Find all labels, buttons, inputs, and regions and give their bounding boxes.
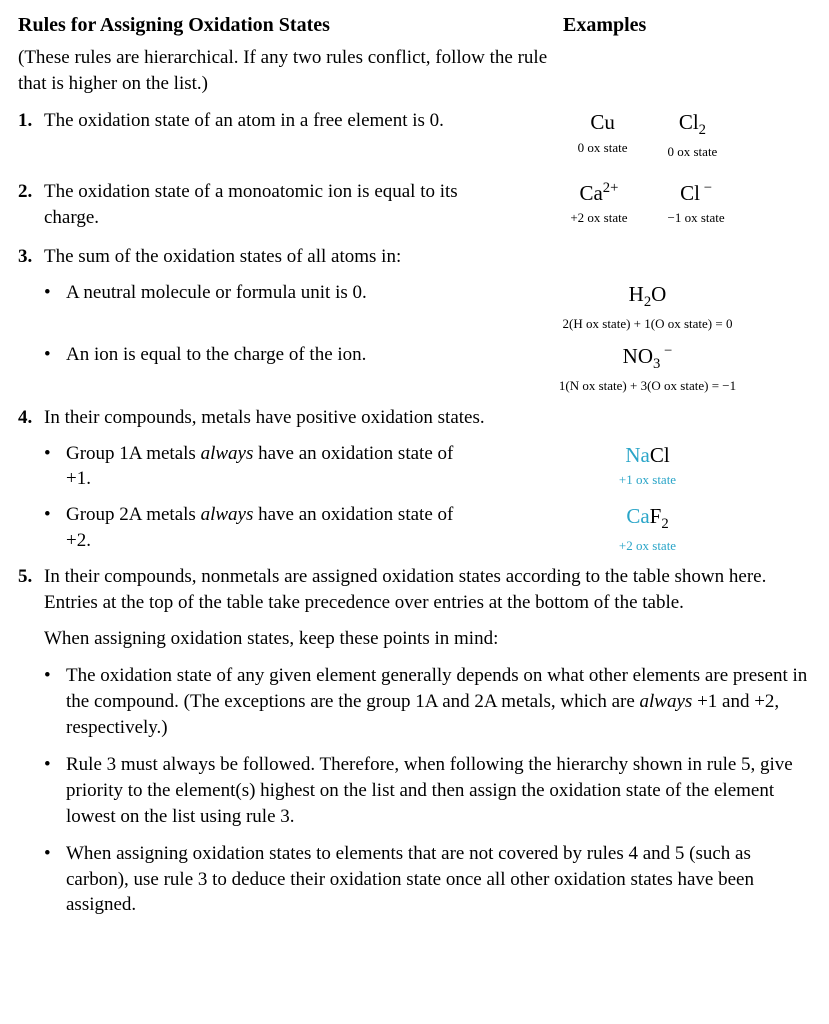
- state-cl2: 0 ox state: [668, 143, 718, 161]
- preamble: (These rules are hierarchical. If any tw…: [18, 45, 558, 96]
- formula-cu: Cu: [578, 108, 628, 136]
- state-ca2plus: +2 ox state: [570, 209, 627, 227]
- eq-no3: 1(N ox state) + 3(O ox state) = −1: [484, 377, 811, 395]
- rule-4-number: 4.: [18, 405, 44, 431]
- rule-1-example: Cu 0 ox state Cl2 0 ox state: [484, 108, 811, 161]
- rule-2-number: 2.: [18, 179, 44, 230]
- bullet-icon: •: [44, 280, 66, 333]
- rule-4-sub2-text: Group 2A metals always have an oxidation…: [66, 502, 484, 555]
- formula-cl-part: Cl: [650, 443, 670, 467]
- rule-5-text: In their compounds, nonmetals are assign…: [44, 564, 811, 615]
- bullet-icon: •: [44, 752, 66, 829]
- heading-examples: Examples: [563, 12, 646, 39]
- rule-4-sub1-text: Group 1A metals always have an oxidation…: [66, 441, 484, 492]
- rule-2-text: The oxidation state of a monoatomic ion …: [44, 179, 484, 230]
- rule-1: 1. The oxidation state of an atom in a f…: [18, 108, 811, 161]
- formula-ca-part: Ca: [626, 504, 649, 528]
- state-cu: 0 ox state: [578, 139, 628, 157]
- formula-h2o: H2O: [484, 280, 811, 313]
- eq-h2o: 2(H ox state) + 1(O ox state) = 0: [484, 315, 811, 333]
- rule-4-sub1-em: always: [201, 443, 254, 464]
- rule-2-ex-cl: Cl − −1 ox state: [668, 179, 725, 227]
- point-3: • When assigning oxidation states to ele…: [44, 841, 811, 918]
- bullet-icon: •: [44, 663, 66, 740]
- formula-no3: NO3 −: [484, 342, 811, 375]
- rule-3-text: The sum of the oxidation states of all a…: [44, 244, 811, 270]
- rule-2-ex-ca: Ca2+ +2 ox state: [570, 179, 627, 227]
- rule-4-sub1-pre: Group 1A metals: [66, 443, 201, 464]
- point-2-text: Rule 3 must always be followed. Therefor…: [66, 752, 811, 829]
- point-2: • Rule 3 must always be followed. Theref…: [44, 752, 811, 829]
- header-row: Rules for Assigning Oxidation States Exa…: [18, 12, 811, 39]
- rule-3-sub2-example: NO3 − 1(N ox state) + 3(O ox state) = −1: [484, 342, 811, 395]
- rule-2: 2. The oxidation state of a monoatomic i…: [18, 179, 811, 230]
- rule-5: 5. In their compounds, nonmetals are ass…: [18, 564, 811, 615]
- rule-1-ex-cl2: Cl2 0 ox state: [668, 108, 718, 161]
- rule-3-sub2: • An ion is equal to the charge of the i…: [44, 342, 811, 395]
- formula-ca2plus: Ca2+: [570, 179, 627, 207]
- rule-4-sub2-pre: Group 2A metals: [66, 504, 201, 525]
- rule-1-number: 1.: [18, 108, 44, 161]
- state-nacl: +1 ox state: [484, 471, 811, 489]
- rule-4-sub1-example: NaCl +1 ox state: [484, 441, 811, 492]
- point-3-text: When assigning oxidation states to eleme…: [66, 841, 811, 918]
- rule-4-sub2: • Group 2A metals always have an oxidati…: [44, 502, 811, 555]
- rule-4: 4. In their compounds, metals have posit…: [18, 405, 811, 431]
- formula-nacl: NaCl: [484, 441, 811, 469]
- rule-1-text: The oxidation state of an atom in a free…: [44, 108, 484, 161]
- formula-f2-part: F2: [650, 504, 669, 528]
- point-1: • The oxidation state of any given eleme…: [44, 663, 811, 740]
- rule-4-sub2-em: always: [201, 504, 254, 525]
- formula-cl2: Cl2: [668, 108, 718, 141]
- rule-5-intro: When assigning oxidation states, keep th…: [44, 626, 811, 652]
- rule-3-sub1-example: H2O 2(H ox state) + 1(O ox state) = 0: [484, 280, 811, 333]
- bullet-icon: •: [44, 441, 66, 492]
- rule-4-sub1: • Group 1A metals always have an oxidati…: [44, 441, 811, 492]
- rule-3-sub1: • A neutral molecule or formula unit is …: [44, 280, 811, 333]
- formula-caf2: CaF2: [484, 502, 811, 535]
- state-clminus: −1 ox state: [668, 209, 725, 227]
- state-caf2: +2 ox state: [484, 537, 811, 555]
- rule-4-text: In their compounds, metals have positive…: [44, 405, 811, 431]
- point-1-em: always: [640, 691, 693, 712]
- point-1-text: The oxidation state of any given element…: [66, 663, 811, 740]
- rule-3-sub1-text: A neutral molecule or formula unit is 0.: [66, 280, 484, 333]
- bullet-icon: •: [44, 841, 66, 918]
- rule-1-ex-cu: Cu 0 ox state: [578, 108, 628, 161]
- heading-rules: Rules for Assigning Oxidation States: [18, 12, 563, 39]
- formula-na: Na: [625, 443, 650, 467]
- rule-3: 3. The sum of the oxidation states of al…: [18, 244, 811, 270]
- formula-clminus: Cl −: [668, 179, 725, 207]
- rule-5-number: 5.: [18, 564, 44, 615]
- rule-3-number: 3.: [18, 244, 44, 270]
- rule-4-sub2-example: CaF2 +2 ox state: [484, 502, 811, 555]
- bullet-icon: •: [44, 502, 66, 555]
- rule-2-example: Ca2+ +2 ox state Cl − −1 ox state: [484, 179, 811, 230]
- bullet-icon: •: [44, 342, 66, 395]
- rule-3-sub2-text: An ion is equal to the charge of the ion…: [66, 342, 484, 395]
